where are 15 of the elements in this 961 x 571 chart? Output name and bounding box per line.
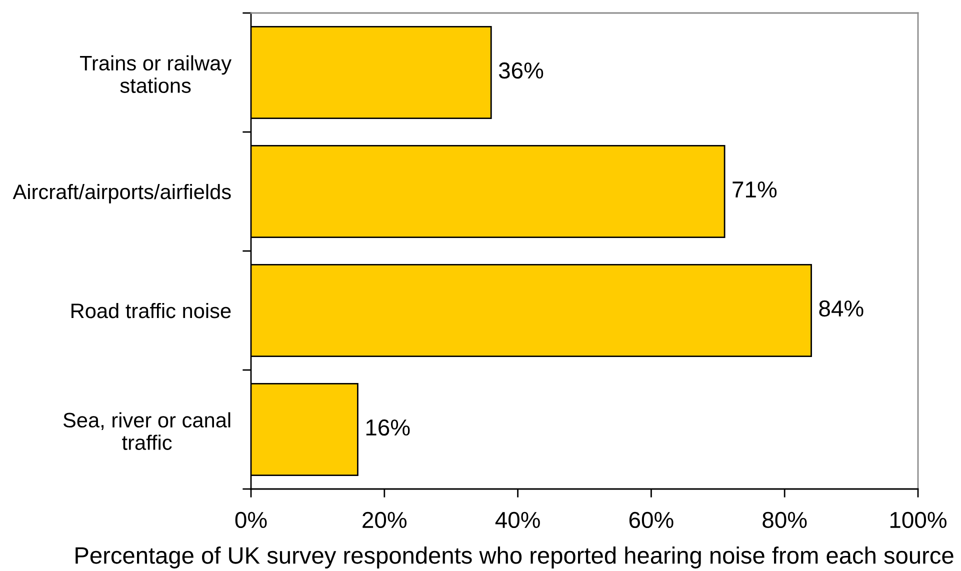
y-tick-label: Trains or railway stations <box>80 55 232 93</box>
x-tick-label: 20% <box>362 512 407 528</box>
x-axis-title: Percentage of UK survey respondents who reported hearing noise from each source <box>76 546 954 568</box>
y-tick-label: Road traffic noise <box>72 302 231 318</box>
y-tick-label: Aircraft/airports/airfields <box>12 184 231 204</box>
data-label: 36% <box>498 62 544 79</box>
y-tick-label: Sea, river or canal traffic <box>63 412 230 450</box>
x-tick-label: 40% <box>495 512 540 528</box>
x-tick-label: 100% <box>890 512 946 528</box>
data-label: 71% <box>732 182 777 198</box>
data-label: 16% <box>366 419 410 436</box>
data-label: 84% <box>819 300 864 317</box>
x-tick-label: 80% <box>762 512 807 528</box>
x-tick-label: 0% <box>235 512 267 528</box>
x-tick-label: 60% <box>629 512 674 528</box>
